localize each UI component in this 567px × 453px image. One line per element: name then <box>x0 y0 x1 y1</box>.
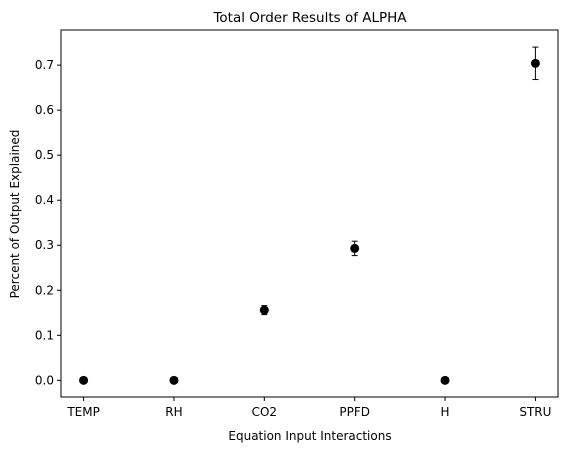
x-tick-label: RH <box>165 405 182 419</box>
y-axis-label: Percent of Output Explained <box>8 130 22 299</box>
x-tick-label: STRU <box>519 405 551 419</box>
y-tick-label: 0.0 <box>35 373 54 387</box>
data-point-temp <box>79 375 89 385</box>
data-point-h <box>440 375 450 385</box>
data-point-ppfd <box>350 243 360 253</box>
y-tick-label: 0.6 <box>35 103 54 117</box>
y-tick-label: 0.4 <box>35 193 54 207</box>
y-axis: 0.0 0.1 0.2 0.3 0.4 0.5 0.6 0.7 <box>35 58 61 387</box>
y-tick-label: 0.1 <box>35 328 54 342</box>
y-tick-label: 0.2 <box>35 283 54 297</box>
data-points <box>79 46 540 385</box>
x-tick-label: PPFD <box>339 405 370 419</box>
y-tick-label: 0.3 <box>35 238 54 252</box>
x-axis: TEMP RH CO2 PPFD H STRU <box>66 397 551 419</box>
x-tick-label: TEMP <box>66 405 100 419</box>
x-axis-label: Equation Input Interactions <box>228 429 391 443</box>
data-point-stru <box>530 58 540 68</box>
y-tick-label: 0.7 <box>35 58 54 72</box>
x-tick-label: H <box>441 405 450 419</box>
data-point-co2 <box>259 305 269 315</box>
plot-frame <box>60 29 559 398</box>
data-point-rh <box>169 375 179 385</box>
chart-title: Total Order Results of ALPHA <box>212 10 407 26</box>
y-tick-label: 0.5 <box>35 148 54 162</box>
x-tick-label: CO2 <box>252 405 277 419</box>
